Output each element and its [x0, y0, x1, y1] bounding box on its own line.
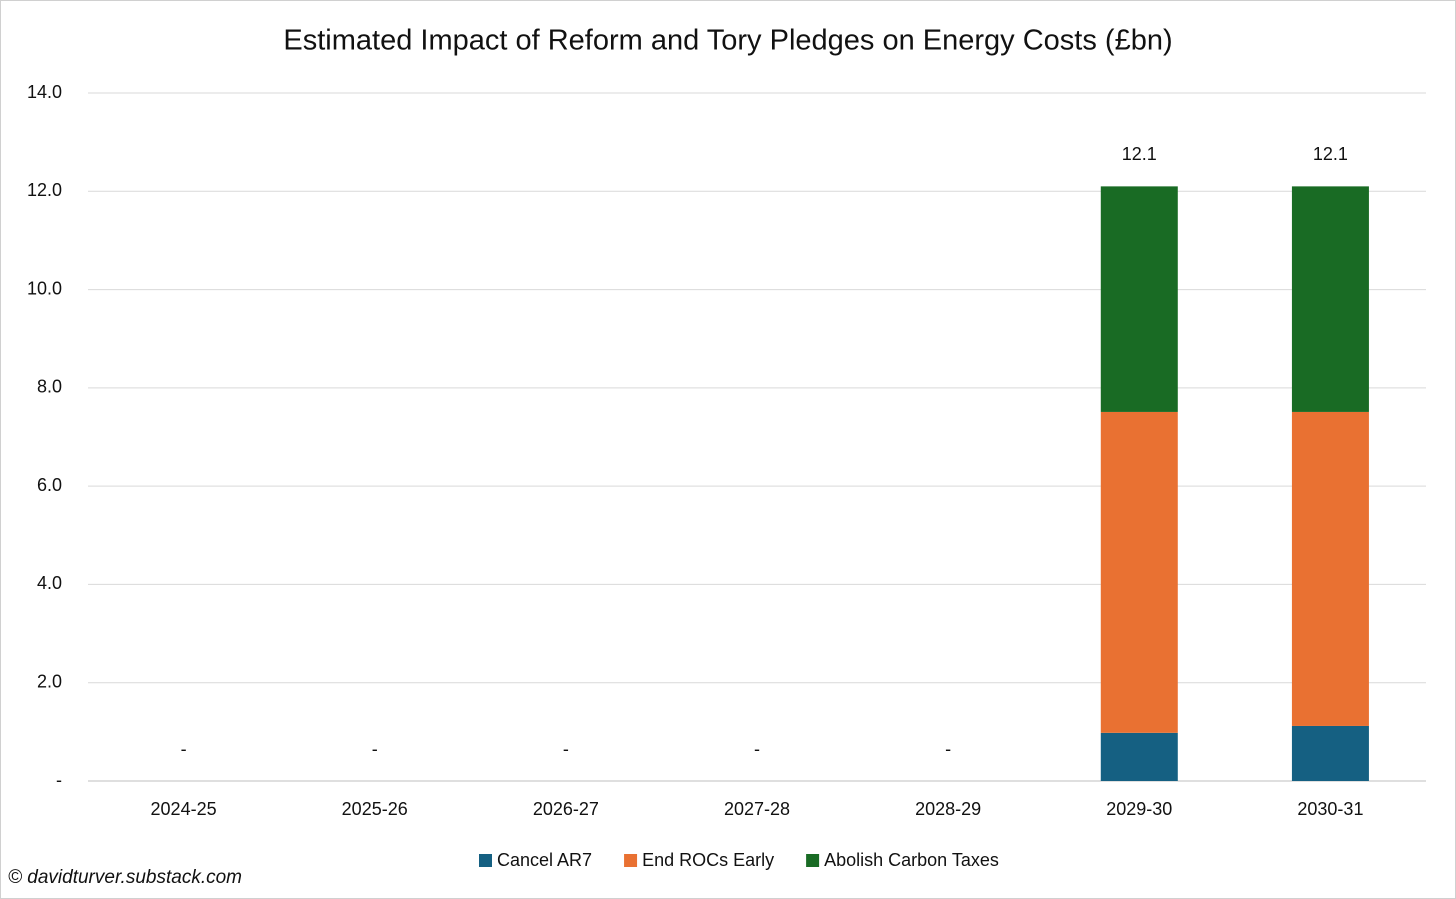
- x-tick-label: 2028-29: [915, 799, 981, 819]
- y-tick-label: 4.0: [37, 573, 62, 593]
- x-tick-label: 2026-27: [533, 799, 599, 819]
- bar-segment: [1291, 411, 1369, 726]
- legend-label: Abolish Carbon Taxes: [824, 850, 999, 870]
- x-tick-label: 2024-25: [151, 799, 217, 819]
- source: © davidturver.substack.com: [8, 867, 242, 888]
- bar-segment: [1100, 411, 1178, 733]
- legend-label: End ROCs Early: [642, 850, 774, 870]
- y-tick-label: 10.0: [27, 278, 62, 298]
- bar-segment: [1100, 186, 1178, 412]
- bar-segment: [1291, 186, 1369, 412]
- y-tick-label: 12.0: [27, 180, 62, 200]
- y-tick-label: 2.0: [37, 671, 62, 691]
- x-tick-label: 2029-30: [1106, 799, 1172, 819]
- x-tick-label: 2025-26: [342, 799, 408, 819]
- total-label: -: [372, 739, 378, 759]
- legend-label: Cancel AR7: [497, 850, 592, 870]
- total-label: 12.1: [1313, 144, 1348, 164]
- y-tick-label: 8.0: [37, 377, 62, 397]
- total-label: -: [181, 739, 187, 759]
- y-tick-label: -: [56, 770, 62, 790]
- legend-swatch: [479, 854, 492, 867]
- y-tick-label: 6.0: [37, 475, 62, 495]
- total-label: -: [563, 739, 569, 759]
- bar-segment: [1100, 732, 1178, 781]
- y-tick-label: 14.0: [27, 82, 62, 102]
- chart-title: Estimated Impact of Reform and Tory Pled…: [283, 25, 1172, 57]
- legend-swatch: [806, 854, 820, 867]
- legend-swatch: [624, 854, 638, 867]
- x-tick-label: 2027-28: [724, 799, 790, 819]
- bar-segment: [1291, 725, 1369, 781]
- total-label: 12.1: [1122, 144, 1157, 164]
- x-tick-label: 2030-31: [1297, 799, 1363, 819]
- total-label: -: [754, 739, 760, 759]
- total-label: -: [945, 739, 951, 759]
